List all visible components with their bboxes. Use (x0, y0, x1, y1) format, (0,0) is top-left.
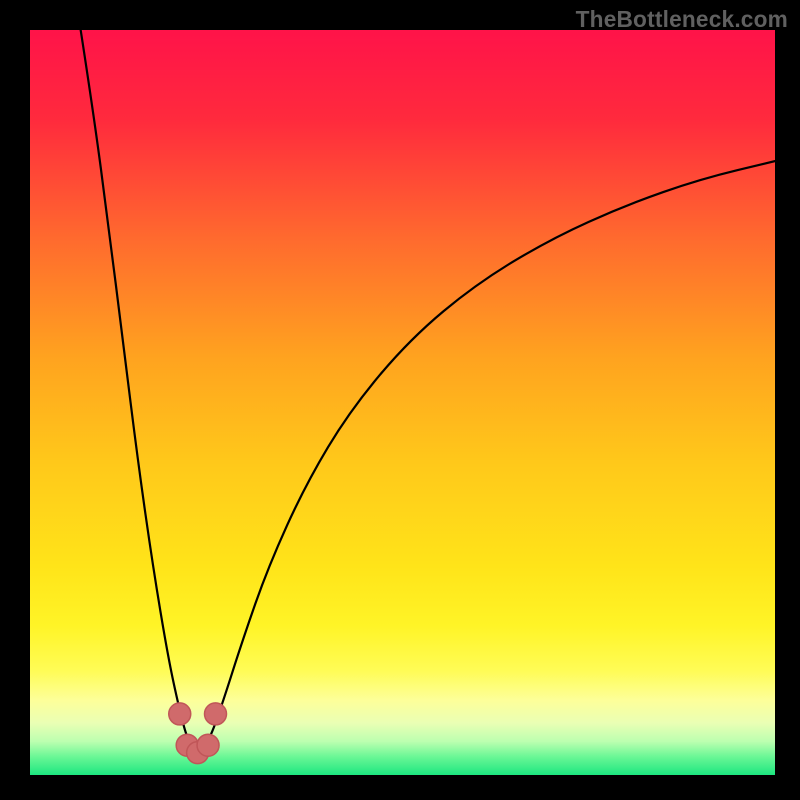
chart-container: TheBottleneck.com (0, 0, 800, 800)
gradient-background (30, 30, 775, 775)
plot-svg (30, 30, 775, 775)
bottom-marker (197, 734, 219, 756)
bottom-marker (169, 703, 191, 725)
bottom-marker (205, 703, 227, 725)
watermark-text: TheBottleneck.com (576, 6, 788, 33)
plot-area (30, 30, 775, 775)
